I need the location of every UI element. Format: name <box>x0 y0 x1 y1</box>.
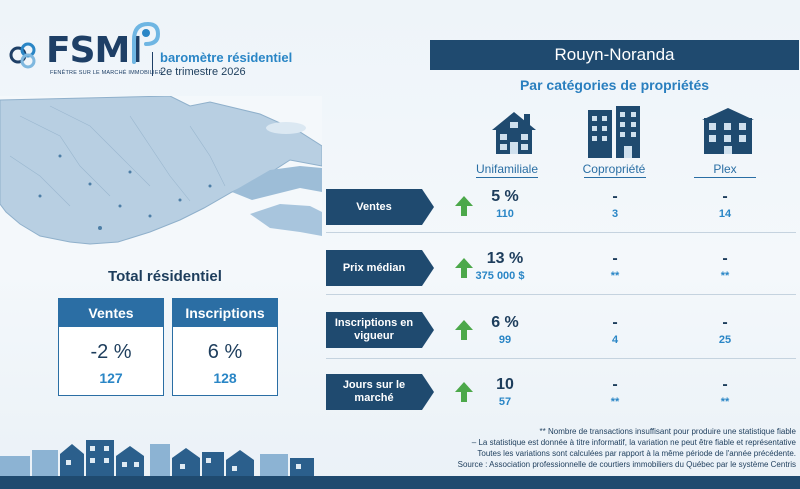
row-pointer <box>422 189 434 225</box>
total-listings-label: Inscriptions <box>173 299 277 327</box>
report-quarter: 2e trimestre 2026 <box>160 66 246 78</box>
sales-plex-value: 14 <box>718 208 732 220</box>
row-label-days-on-market: Jours sur le marché <box>326 374 422 410</box>
bottom-bar <box>0 476 800 489</box>
quebec-map <box>0 96 322 266</box>
logo-swirl-icon <box>132 21 161 64</box>
condo-building-icon <box>588 106 640 158</box>
single-family-house-icon <box>492 112 536 154</box>
row-label-sales: Ventes <box>326 189 422 225</box>
days-condo-value: ** <box>610 396 620 408</box>
divider-condo <box>584 177 646 178</box>
town-skyline <box>0 440 314 480</box>
logo-tagline: FENÊTRE SUR LE MARCHÉ IMMOBILIER <box>50 70 163 76</box>
listings-condo-change: - <box>612 314 618 331</box>
median-price-condo-change: - <box>612 250 618 267</box>
listings-condo-value: 4 <box>611 334 619 346</box>
total-listings-value: 128 <box>213 370 237 386</box>
row-pointer <box>422 250 434 286</box>
region-banner: Rouyn-Noranda <box>430 40 799 70</box>
median-price-plex-value: ** <box>720 270 730 282</box>
divider-single-family <box>476 177 538 178</box>
footnote-source: Source : Association professionnelle de … <box>457 460 796 469</box>
median-price-single-family-value: 375 000 $ <box>475 270 525 282</box>
footnote-insufficient: ** Nombre de transactions insuffisant po… <box>539 427 796 436</box>
listings-single-family-change: 6 % <box>491 314 519 331</box>
total-listings-change: 6 % <box>207 341 243 363</box>
sales-single-family-change: 5 % <box>491 188 519 205</box>
median-price-plex-change: - <box>722 250 728 267</box>
total-sales-value: 127 <box>99 370 123 386</box>
total-listings-card: Inscriptions 6 % 128 <box>172 298 278 396</box>
listings-single-family-value: 99 <box>498 334 512 346</box>
median-price-single-family-change: 13 % <box>486 250 524 267</box>
total-sales-change: -2 % <box>90 341 132 363</box>
days-plex-value: ** <box>720 396 730 408</box>
header-separator <box>152 52 153 76</box>
label-single-family: Unifamiliale <box>475 162 539 176</box>
sales-condo-change: - <box>612 188 618 205</box>
sales-condo-value: 3 <box>611 208 619 220</box>
up-arrow-icon <box>455 320 473 340</box>
listings-plex-change: - <box>722 314 728 331</box>
report-title: baromètre résidentiel <box>160 50 293 65</box>
footnote-informative: – La statistique est donnée à titre info… <box>471 438 796 447</box>
sales-single-family-value: 110 <box>496 208 514 220</box>
up-arrow-icon <box>455 258 473 278</box>
days-plex-change: - <box>722 376 728 393</box>
sales-plex-change: - <box>722 188 728 205</box>
total-sales-card: Ventes -2 % 127 <box>58 298 164 396</box>
row-pointer <box>422 374 434 410</box>
listings-plex-value: 25 <box>718 334 732 346</box>
row-label-median-price: Prix médian <box>326 250 422 286</box>
row-divider <box>326 294 796 295</box>
row-pointer <box>422 312 434 348</box>
total-sales-label: Ventes <box>59 299 163 327</box>
plex-building-icon <box>702 108 754 154</box>
label-condo: Copropriété <box>582 162 646 176</box>
fsmi-logo-icon <box>9 42 36 69</box>
up-arrow-icon <box>455 382 473 402</box>
section-title: Par catégories de propriétés <box>519 77 710 93</box>
row-divider <box>326 232 796 233</box>
total-residential-title: Total résidentiel <box>108 268 222 285</box>
days-single-family-change: 10 <box>496 376 514 393</box>
footnote-variation: Toutes les variations sont calculées par… <box>477 449 796 458</box>
divider-plex <box>694 177 756 178</box>
footnotes: ** Nombre de transactions insuffisant po… <box>416 426 796 470</box>
up-arrow-icon <box>455 196 473 216</box>
row-label-active-listings: Inscriptions en vigueur <box>326 312 422 348</box>
median-price-condo-value: ** <box>610 270 620 282</box>
label-plex: Plex <box>713 162 737 176</box>
row-divider <box>326 358 796 359</box>
days-condo-change: - <box>612 376 618 393</box>
days-single-family-value: 57 <box>498 396 512 408</box>
logo-text: FSMI <box>46 30 143 71</box>
